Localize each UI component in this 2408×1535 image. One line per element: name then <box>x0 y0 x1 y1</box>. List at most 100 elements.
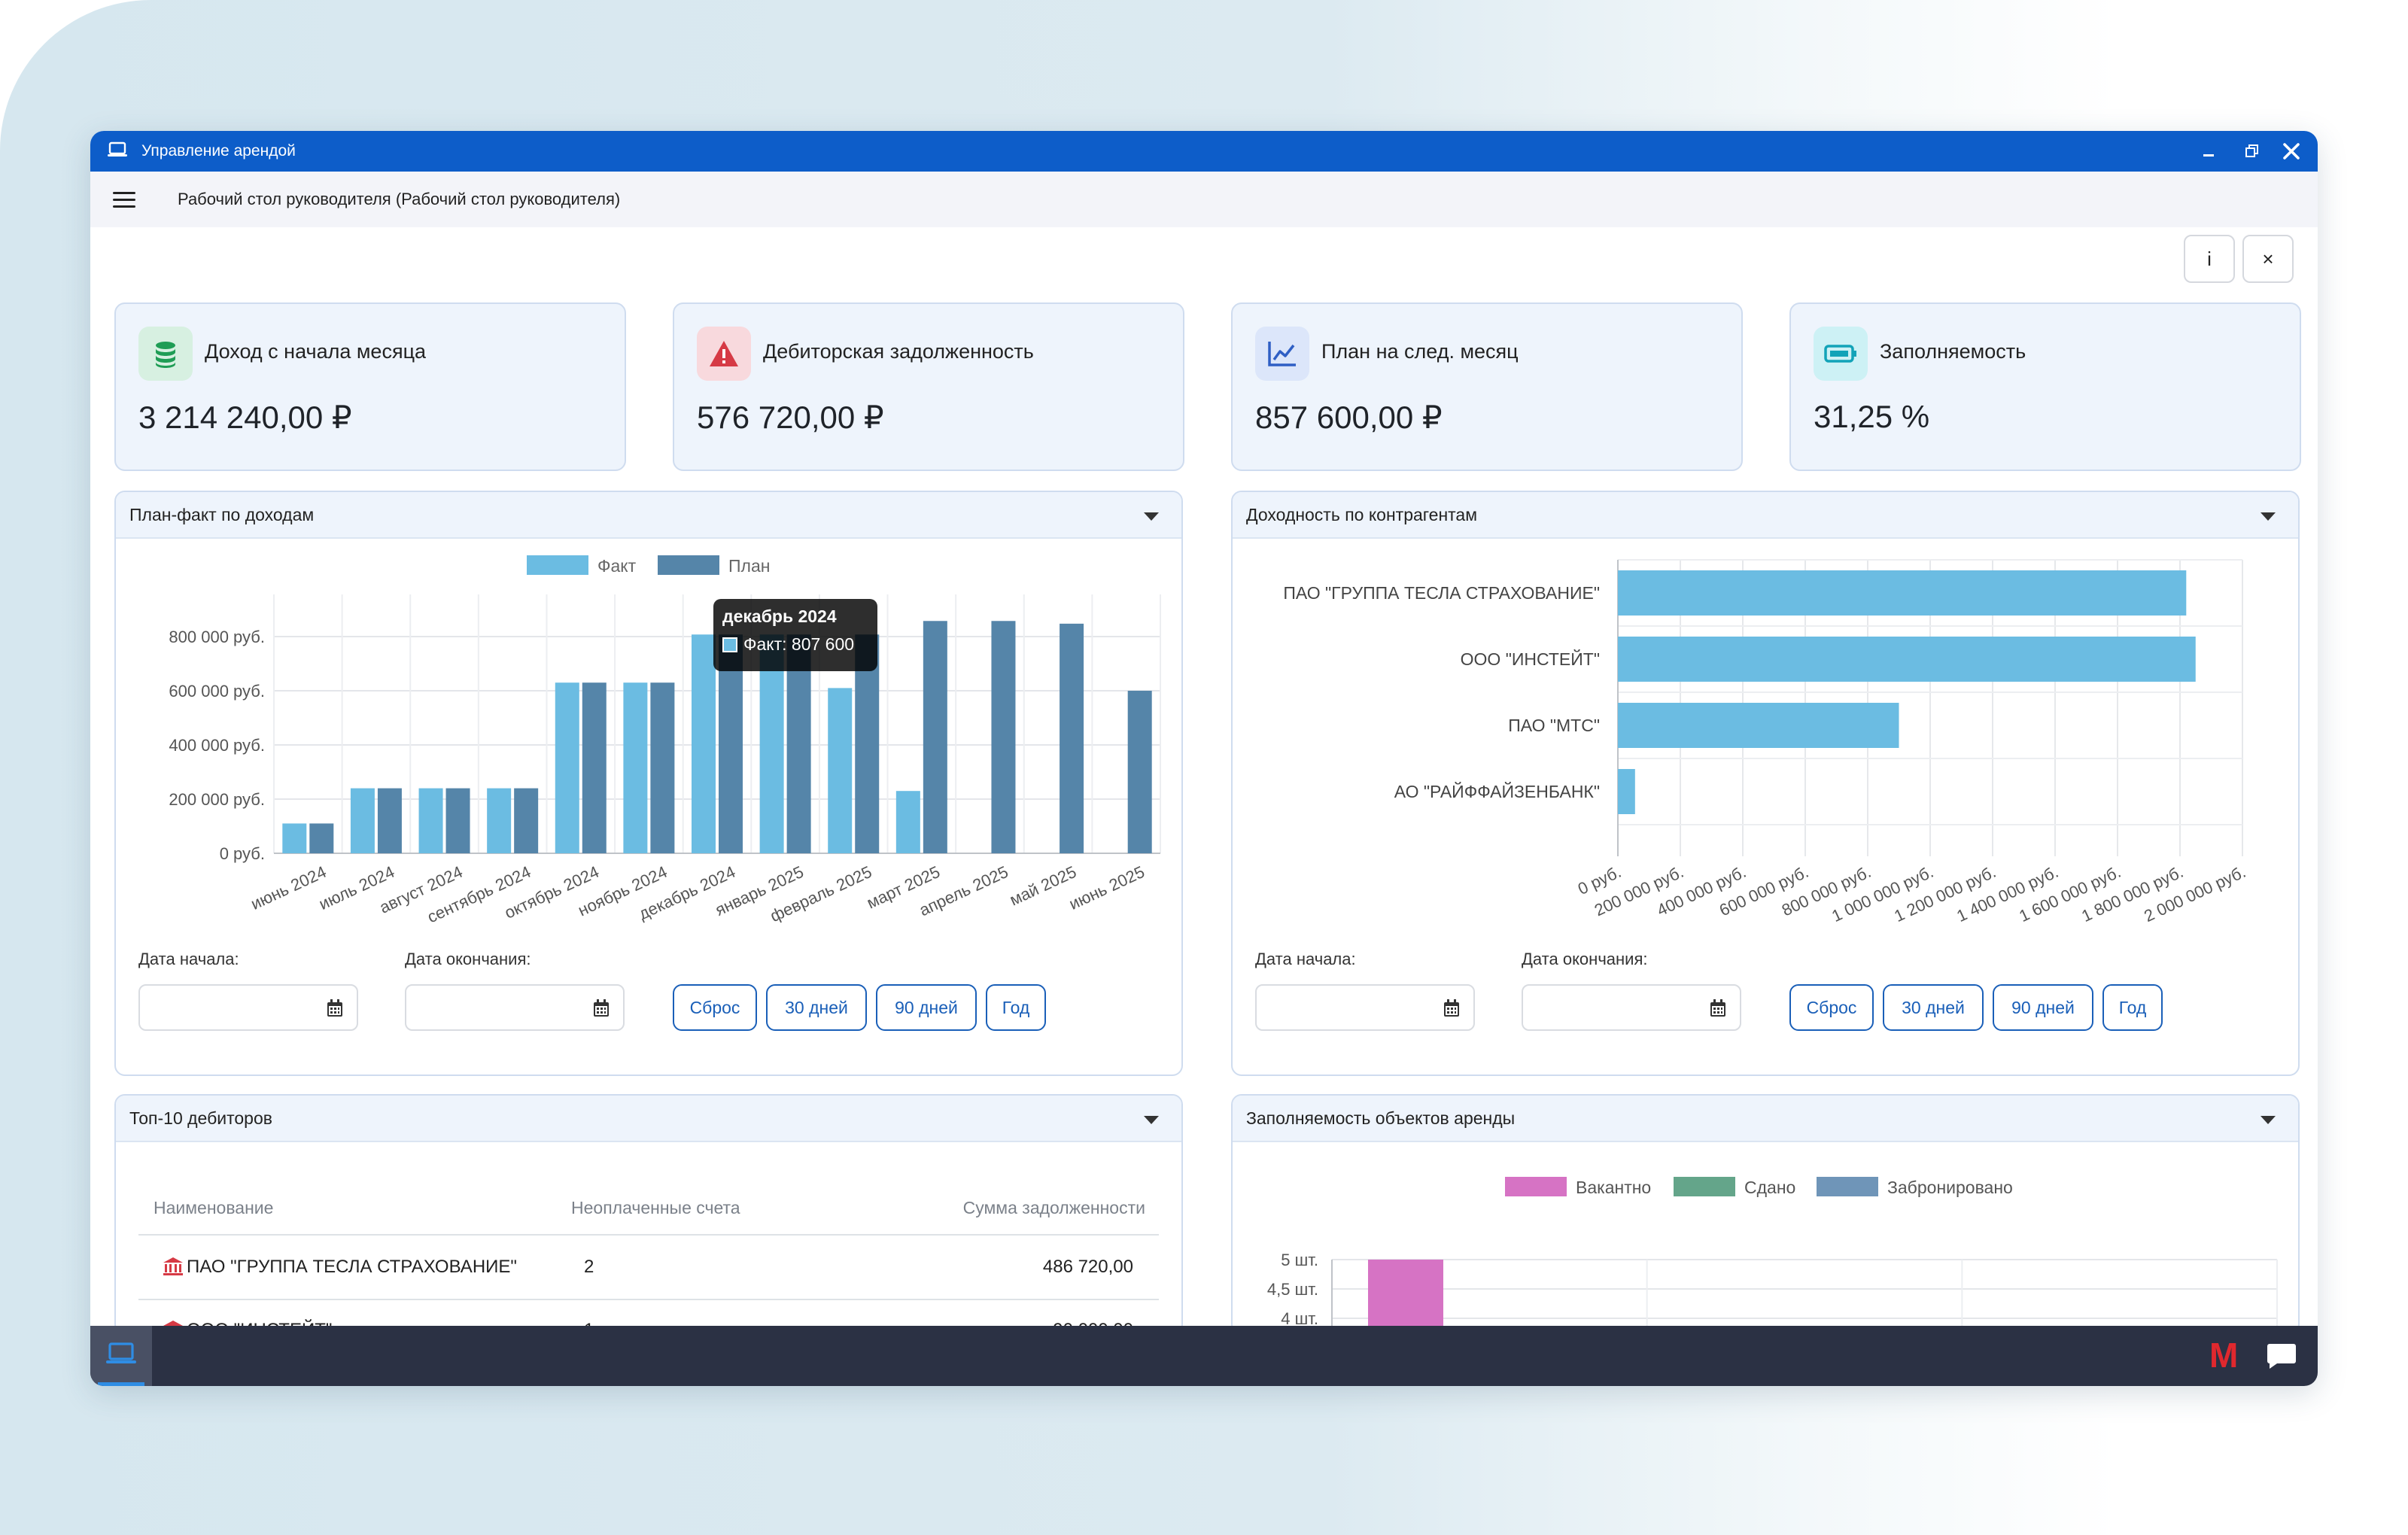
calendar-icon[interactable] <box>1710 999 1726 1017</box>
panel-debtors: Топ-10 дебиторов Наименование Неоплаченн… <box>114 1094 1183 1335</box>
legend-label: Сдано <box>1744 1178 1795 1197</box>
battery-icon <box>1814 327 1868 381</box>
dashboard-content: i × Доход с начала месяца 3 214 240,00 ₽… <box>90 227 2318 1335</box>
y-tick-label: 200 000 руб. <box>169 790 265 809</box>
kpi-label: Доход с начала месяца <box>205 340 427 363</box>
collapse-caret-icon[interactable] <box>2261 512 2276 521</box>
kpi-value: 576 720,00 ₽ <box>697 400 884 435</box>
taskbar-app-button[interactable] <box>90 1326 152 1386</box>
calendar-icon[interactable] <box>327 999 343 1017</box>
info-button[interactable]: i <box>2184 235 2235 283</box>
calendar-icon[interactable] <box>1443 999 1460 1017</box>
start-date-label: Дата начала: <box>1255 950 1356 968</box>
panel-plan-fact: План-факт по доходам Факт План 0 руб. 200 0… <box>114 491 1183 1076</box>
kpi-label: Дебиторская задолженность <box>763 340 1034 363</box>
coins-icon <box>138 327 193 381</box>
column-header-invoices[interactable]: Неоплаченные счета <box>571 1198 740 1217</box>
breadcrumb: Рабочий стол руководителя (Рабочий стол … <box>178 190 621 208</box>
reset-button[interactable]: Сброс <box>673 984 757 1031</box>
collapse-caret-icon[interactable] <box>1144 1116 1159 1124</box>
bar-Факт <box>418 788 443 853</box>
window-title: Управление арендой <box>141 142 296 160</box>
start-date-input[interactable] <box>1255 984 1475 1031</box>
y-tick-label: 4,5 шт. <box>1267 1280 1318 1299</box>
legend-label: Вакантно <box>1576 1178 1651 1197</box>
menu-bar: Рабочий стол руководителя (Рабочий стол … <box>90 172 2318 227</box>
kpi-card-income: Доход с начала месяца 3 214 240,00 ₽ <box>114 302 626 471</box>
bank-icon <box>163 1257 183 1275</box>
legend-label: Забронировано <box>1887 1178 2013 1197</box>
warning-icon <box>697 327 751 381</box>
kpi-card-plan: План на след. месяц 857 600,00 ₽ <box>1231 302 1743 471</box>
bar-План <box>1127 691 1152 853</box>
close-window-icon[interactable] <box>2271 131 2312 172</box>
end-date-input[interactable] <box>405 984 625 1031</box>
laptop-icon <box>107 141 128 162</box>
column-header-sum[interactable]: Сумма задолженности <box>962 1198 1145 1217</box>
active-indicator <box>98 1382 144 1386</box>
legend-swatch <box>1817 1177 1878 1196</box>
panel-header[interactable]: Доходность по контрагентам <box>1233 492 2298 539</box>
restore-icon[interactable] <box>2232 131 2273 172</box>
occupancy-chart: Вакантно Сдано Забронировано 5 шт. 4,5 шт. 4 … <box>1267 1177 2278 1333</box>
bar-План <box>1060 623 1084 853</box>
bar-Факт <box>895 791 920 853</box>
year-button[interactable]: Год <box>2102 984 2163 1031</box>
legend-swatch <box>658 555 719 575</box>
brand-logo[interactable]: M <box>2209 1336 2239 1375</box>
plan-fact-chart: Факт План 0 руб. 200 000 руб. 400 000 руб. 60… <box>169 555 1161 926</box>
hamburger-menu-icon[interactable] <box>113 191 135 208</box>
legend-swatch <box>1505 1177 1567 1196</box>
taskbar: M <box>90 1326 2318 1386</box>
column-header-name[interactable]: Наименование <box>154 1198 274 1217</box>
x-tick-label: июнь 2025 <box>1066 862 1148 913</box>
panel-header[interactable]: План-факт по доходам <box>116 492 1181 539</box>
panel-occupancy: Заполняемость объектов аренды Вакантно Сд… <box>1231 1094 2300 1335</box>
end-date-label: Дата окончания: <box>405 950 531 968</box>
debtor-name: ПАО "ГРУППА ТЕСЛА СТРАХОВАНИЕ" <box>187 1257 517 1277</box>
y-tick-label: 400 000 руб. <box>169 736 265 755</box>
end-date-input[interactable] <box>1522 984 1741 1031</box>
panel-header[interactable]: Топ-10 дебиторов <box>116 1096 1181 1142</box>
tooltip-swatch <box>722 637 737 652</box>
y-tick-label: АО "РАЙФФАЙЗЕНБАНК" <box>1394 781 1600 801</box>
table-divider <box>138 1299 1159 1300</box>
legend-label: Факт <box>597 556 637 576</box>
90-days-button[interactable]: 90 дней <box>876 984 977 1031</box>
90-days-button[interactable]: 90 дней <box>1993 984 2093 1031</box>
panel-title: Топ-10 дебиторов <box>129 1108 272 1128</box>
panel-header[interactable]: Заполняемость объектов аренды <box>1233 1096 2298 1142</box>
collapse-caret-icon[interactable] <box>2261 1116 2276 1124</box>
bar-Факт <box>828 688 853 853</box>
panel-title: Заполняемость объектов аренды <box>1246 1108 1516 1128</box>
y-tick-label: 4 шт. <box>1281 1309 1318 1328</box>
table-divider <box>138 1234 1159 1236</box>
chat-icon[interactable] <box>2267 1342 2297 1369</box>
kpi-value: 3 214 240,00 ₽ <box>138 400 352 435</box>
panel-title: План-факт по доходам <box>129 504 315 524</box>
bar-Факт <box>555 682 579 853</box>
panel-contractors: Доходность по контрагентам 0 руб. 200 000… <box>1231 491 2300 1076</box>
reset-button[interactable]: Сброс <box>1789 984 1874 1031</box>
start-date-label: Дата начала: <box>138 950 239 968</box>
line-chart-icon <box>1255 327 1309 381</box>
bar-contractor <box>1618 570 2187 616</box>
start-date-input[interactable] <box>138 984 358 1031</box>
bar-Факт <box>282 823 307 853</box>
30-days-button[interactable]: 30 дней <box>766 984 867 1031</box>
close-button[interactable]: × <box>2242 235 2294 283</box>
bar-План <box>991 621 1016 853</box>
calendar-icon[interactable] <box>593 999 610 1017</box>
debtor-sum: 486 720,00 <box>1042 1257 1133 1277</box>
30-days-button[interactable]: 30 дней <box>1883 984 1984 1031</box>
collapse-caret-icon[interactable] <box>1144 512 1159 521</box>
bar-Факт <box>692 634 716 853</box>
bar-contractor <box>1618 769 1635 814</box>
y-tick-label: 800 000 руб. <box>169 628 265 646</box>
bar-Факт <box>487 788 512 853</box>
end-date-label: Дата окончания: <box>1522 950 1648 968</box>
minimize-icon[interactable] <box>2188 131 2229 172</box>
year-button[interactable]: Год <box>986 984 1046 1031</box>
title-bar: Управление арендой <box>90 131 2318 172</box>
bar-Факт <box>350 788 375 853</box>
